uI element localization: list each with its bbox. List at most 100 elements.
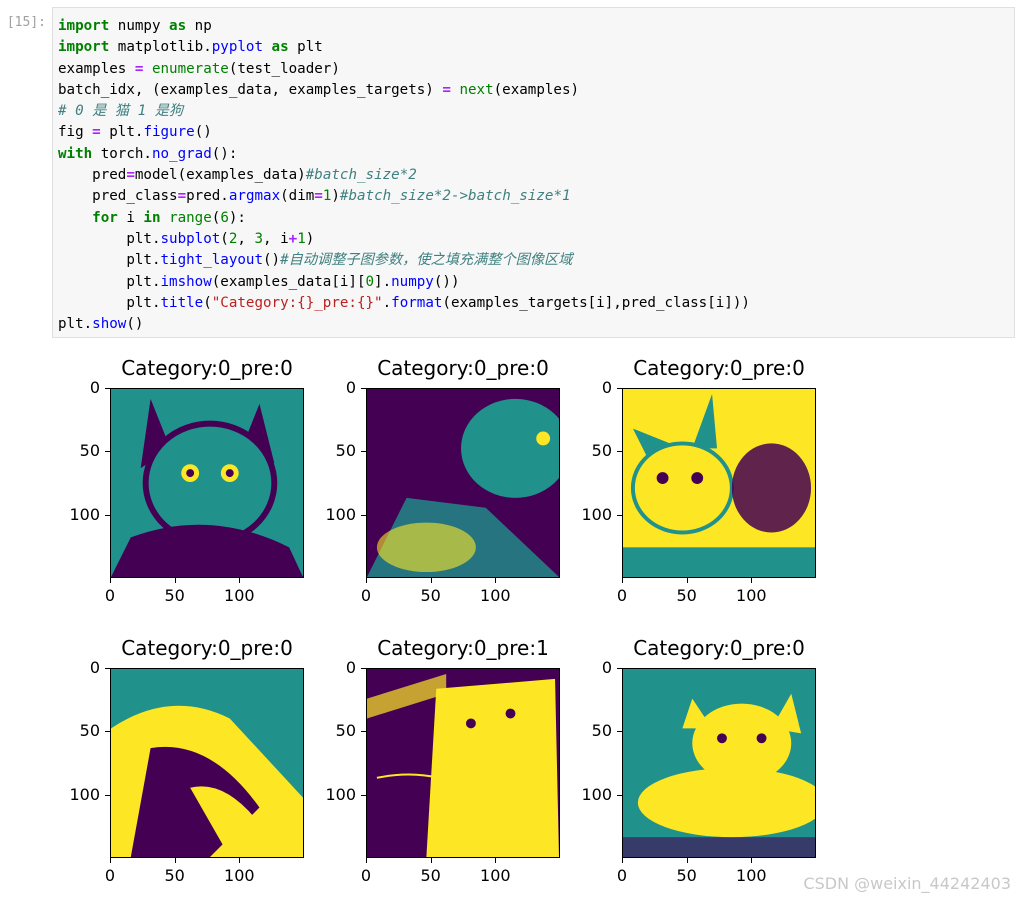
y-tick-label: 0 [89,378,100,397]
code-token: () [194,124,212,141]
code-token: = [177,188,187,205]
cat-photo-6 [622,668,816,858]
y-tick-label: 0 [345,658,356,677]
code-token: plt. [58,294,161,311]
x-tick-mark [366,578,367,583]
subplot-title: Category:0_pre:0 [633,636,805,660]
x-tick-label: 50 [164,866,185,885]
code-token: import [58,39,110,56]
y-tick-mark [361,514,366,516]
code-token: in [143,209,161,226]
y-tick-mark [105,794,110,796]
x-tick-label: 100 [224,866,255,885]
y-tick-label: 0 [345,378,356,397]
y-tick-label: 100 [581,504,612,524]
code-token: np [186,18,212,34]
x-tick-label: 100 [224,586,255,605]
code-token: pred_class [58,188,178,205]
code-token: subplot [160,230,221,247]
cat-photo-3 [622,388,816,578]
code-token: (dim [280,188,315,205]
code-line: plt.show() [58,314,750,335]
code-token: torch. [92,145,152,162]
code-token: examples [58,60,135,77]
output-area: Category:0_pre:0 0 50 100 0 50 100 Category:0_… [52,345,1015,901]
y-tick-label: 50 [79,721,100,741]
code-token: for [92,209,118,226]
code-token [143,61,152,77]
x-tick-label: 0 [360,586,372,605]
y-tick-mark [361,794,366,796]
code-token: (): [211,145,238,162]
y-tick-mark [617,514,622,516]
code-token: as [169,18,187,34]
code-token: plt. [58,273,161,290]
y-tick-mark [617,668,622,669]
code-token: with [58,145,93,162]
code-token: numpy [391,273,434,290]
code-token: figure [143,124,195,141]
code-token: tight_layout [160,252,264,269]
code-token: = [92,124,101,141]
y-tick-mark [105,514,110,516]
x-tick-mark [686,578,688,583]
code-token: = [126,167,135,184]
x-tick-mark [495,578,497,583]
y-tick-mark [361,451,366,453]
code-line: with torch.no_grad(): [58,144,750,165]
code-token: imshow [160,273,212,290]
code-line: plt.title("Category:{}_pre:{}".format(ex… [58,293,750,314]
code-token: matplotlib. [109,39,212,56]
code-token: ): [228,209,246,226]
x-tick-label: 100 [736,866,767,885]
y-tick-mark [617,388,622,389]
y-tick-mark [617,731,622,733]
y-tick-mark [105,668,110,669]
code-token: #自动调整子图参数，使之填充满整个图像区域 [280,252,573,269]
x-tick-label: 50 [164,586,185,605]
code-editor[interactable]: import numpy as np import matplotlib.pypl… [58,16,750,335]
code-line: import numpy as np [58,16,750,37]
code-line: fig = plt.figure() [58,122,750,143]
x-tick-mark [622,858,623,863]
x-tick-label: 100 [736,586,767,605]
code-token: = [314,188,323,205]
code-token: 0 [365,273,375,290]
y-tick-label: 100 [325,784,356,804]
code-cell[interactable]: import numpy as np import matplotlib.pypl… [52,7,1015,338]
y-tick-mark [617,794,622,796]
code-token: range [169,209,212,226]
subplot-title: Category:0_pre:0 [121,636,293,660]
code-token [161,210,170,226]
code-token: no_grad [151,145,212,162]
subplot-title: Category:0_pre:0 [121,356,293,380]
code-line: import matplotlib.pyplot as plt [58,37,750,58]
code-token: plt. [58,316,93,333]
code-token: = [134,60,144,77]
code-token: model(examples_data) [134,167,306,184]
x-tick-mark [174,578,176,583]
code-token: plt. [58,230,161,247]
x-tick-label: 50 [676,866,697,885]
code-token: () [126,316,144,333]
x-tick-label: 0 [360,866,372,885]
code-token: () [263,252,281,269]
code-token: title [160,294,204,311]
code-token: argmax [228,188,281,205]
y-tick-label: 0 [601,658,612,677]
x-tick-mark [174,858,176,863]
x-tick-label: 0 [616,866,628,885]
code-token: ( [211,209,221,226]
code-token: format [391,294,443,311]
code-token: 3 [254,230,264,247]
x-tick-label: 0 [104,866,116,885]
code-line: pred_class=pred.argmax(dim=1)#batch_size… [58,186,750,207]
cat-photo-2 [366,388,560,578]
code-token: next [459,81,494,98]
cat-photo-5 [366,668,560,858]
x-tick-label: 50 [420,866,441,885]
code-token [58,210,92,226]
code-token: ) [331,188,340,205]
code-line: plt.imshow(examples_data[i][0].numpy()) [58,272,750,293]
y-tick-label: 0 [89,658,100,677]
